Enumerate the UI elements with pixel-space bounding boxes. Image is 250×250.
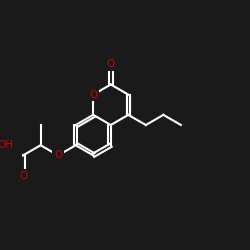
Text: O: O xyxy=(107,59,115,69)
Text: OH: OH xyxy=(0,140,14,150)
Text: O: O xyxy=(54,150,62,160)
Text: O: O xyxy=(89,90,97,100)
Text: O: O xyxy=(19,171,27,181)
